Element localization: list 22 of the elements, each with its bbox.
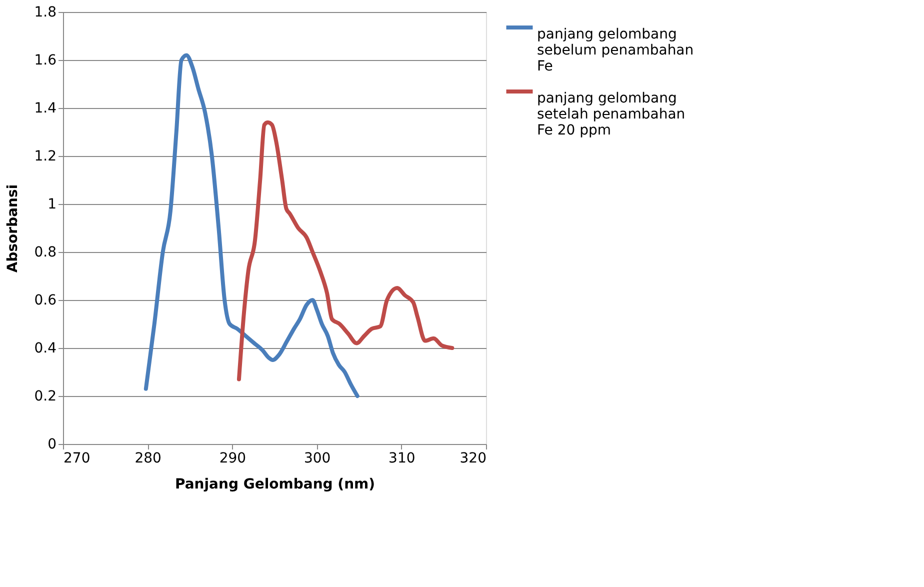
x-tick-label: 270	[64, 450, 90, 466]
y-tick-label: 1.4	[34, 100, 57, 116]
legend-label: panjang gelombang setelah penambahan Fe 20 ppm	[537, 90, 686, 138]
y-tick-label: 0.4	[34, 340, 57, 356]
y-tick-label: 0.8	[34, 244, 56, 260]
y-tick-label: 0	[48, 436, 56, 452]
x-tick-label: 320	[460, 450, 486, 466]
x-tick-label: 280	[134, 450, 162, 466]
line-series	[144, 53, 360, 398]
legend-label: panjang gelombang sebelum penambahan Fe	[537, 26, 694, 74]
y-tick-label: 1	[48, 196, 56, 212]
x-tick-label: 290	[219, 450, 246, 466]
y-tick-label: 0.6	[34, 292, 57, 308]
line-series	[236, 120, 454, 382]
y-axis-title: Absorbansi	[5, 184, 22, 273]
y-tick-label: 0.2	[34, 388, 56, 404]
y-tick-label: 1.6	[34, 52, 57, 68]
y-tick-label: 1.8	[34, 4, 56, 20]
y-tick-label: 1.2	[34, 148, 56, 164]
x-tick-label: 310	[388, 450, 416, 466]
x-tick-label: 300	[304, 450, 331, 466]
x-axis-title: Panjang Gelombang (nm)	[174, 476, 376, 492]
